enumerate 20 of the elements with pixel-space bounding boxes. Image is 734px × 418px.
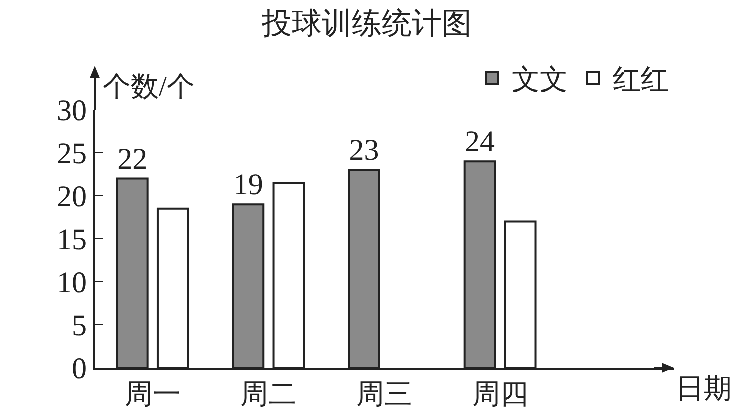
y-tick-label: 0 xyxy=(72,352,87,386)
x-tick-label: 周一 xyxy=(124,380,181,411)
data-label: 19 xyxy=(233,168,264,202)
y-tick-label: 15 xyxy=(57,224,87,256)
x-tick-label: 周二 xyxy=(240,380,297,411)
x-axis-title: 日期 xyxy=(676,374,732,405)
legend-label: 红红 xyxy=(613,64,669,96)
chart-title: 投球训练统计图 xyxy=(261,6,472,42)
y-tick-label: 20 xyxy=(57,180,87,214)
y-tick-label: 30 xyxy=(57,94,87,128)
y-axis-title: 个数/个 xyxy=(103,72,195,103)
data-label: 24 xyxy=(465,126,496,159)
y-tick-label: 25 xyxy=(57,138,87,170)
data-label: 23 xyxy=(349,134,380,168)
y-tick-label: 5 xyxy=(72,310,87,342)
data-label: 22 xyxy=(118,142,148,176)
x-tick-label: 周四 xyxy=(472,380,528,411)
y-tick-label: 10 xyxy=(57,266,87,300)
legend-label: 文文 xyxy=(512,64,568,96)
x-tick-label: 周三 xyxy=(356,380,412,411)
